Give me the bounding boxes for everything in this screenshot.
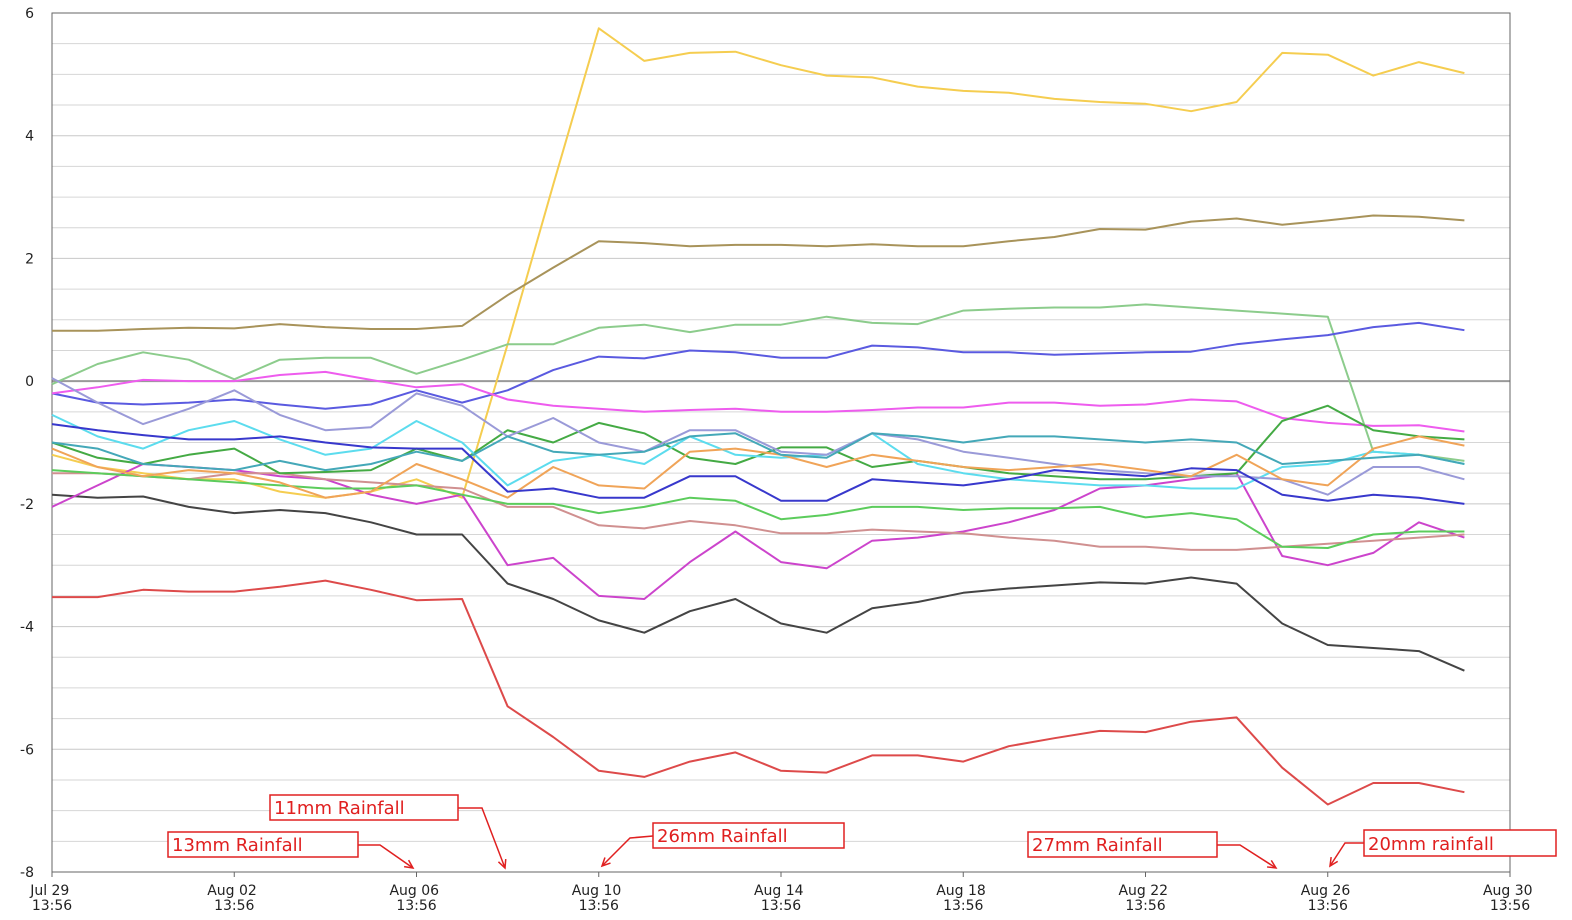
x-tick-label: Aug 10 13:56 — [572, 883, 626, 914]
x-tick-label: Aug 22 13:56 — [1118, 883, 1172, 914]
series-line — [51, 493, 1465, 672]
x-tick-label: Aug 18 13:56 — [936, 883, 990, 914]
annotation-arrow — [458, 807, 506, 869]
x-tick-label: Aug 06 13:56 — [389, 883, 443, 914]
arrow-head — [1266, 859, 1278, 869]
series-line — [51, 377, 1465, 496]
annotation-box — [269, 794, 459, 821]
annotation-text: 11mm Rainfall — [274, 798, 405, 819]
series-line — [51, 321, 1465, 410]
annotation-arrow — [1329, 842, 1364, 867]
series-line — [52, 579, 1465, 806]
x-tick-label: Aug 30 13:56 — [1483, 883, 1537, 914]
series-line — [52, 214, 1465, 332]
y-tick-label: 6 — [25, 6, 34, 22]
y-tick-label: 4 — [25, 129, 34, 145]
x-tick-label: Jul 29 13:56 — [29, 883, 74, 914]
arrow-head — [403, 859, 415, 869]
series-line — [51, 27, 1465, 499]
series-line — [51, 432, 1465, 472]
y-tick-label: 0 — [25, 374, 34, 390]
y-tick-label: -8 — [20, 865, 34, 881]
series-line — [51, 303, 1465, 462]
x-tick-label: Aug 26 13:56 — [1301, 883, 1355, 914]
annotation-arrow — [358, 844, 414, 869]
annotation-box — [1363, 829, 1557, 857]
annotation-text: 27mm Rainfall — [1032, 835, 1163, 856]
annotation-arrow — [601, 835, 654, 867]
arrow-head — [600, 857, 611, 868]
x-tick-label: Aug 14 13:56 — [754, 883, 808, 914]
y-tick-label: -2 — [20, 497, 34, 513]
series-line — [51, 413, 1465, 490]
annotation-text: 20mm rainfall — [1368, 834, 1494, 855]
x-tick-label: Aug 02 13:56 — [207, 883, 261, 914]
annotation-text: 13mm Rainfall — [172, 835, 303, 856]
y-tick-label: 2 — [25, 251, 34, 267]
series-line — [51, 435, 1465, 499]
y-tick-label: -4 — [20, 620, 34, 636]
annotation-box — [167, 831, 359, 858]
annotation-text: 26mm Rainfall — [657, 826, 788, 847]
series-line — [52, 472, 1465, 551]
annotation-box — [652, 822, 845, 849]
arrow-head — [1329, 856, 1339, 868]
y-tick-label: -6 — [20, 742, 34, 758]
series-line — [51, 423, 1465, 505]
series-line — [51, 370, 1465, 433]
arrow-head — [497, 858, 507, 870]
annotation-box — [1027, 831, 1218, 858]
annotation-arrow — [1217, 844, 1277, 869]
